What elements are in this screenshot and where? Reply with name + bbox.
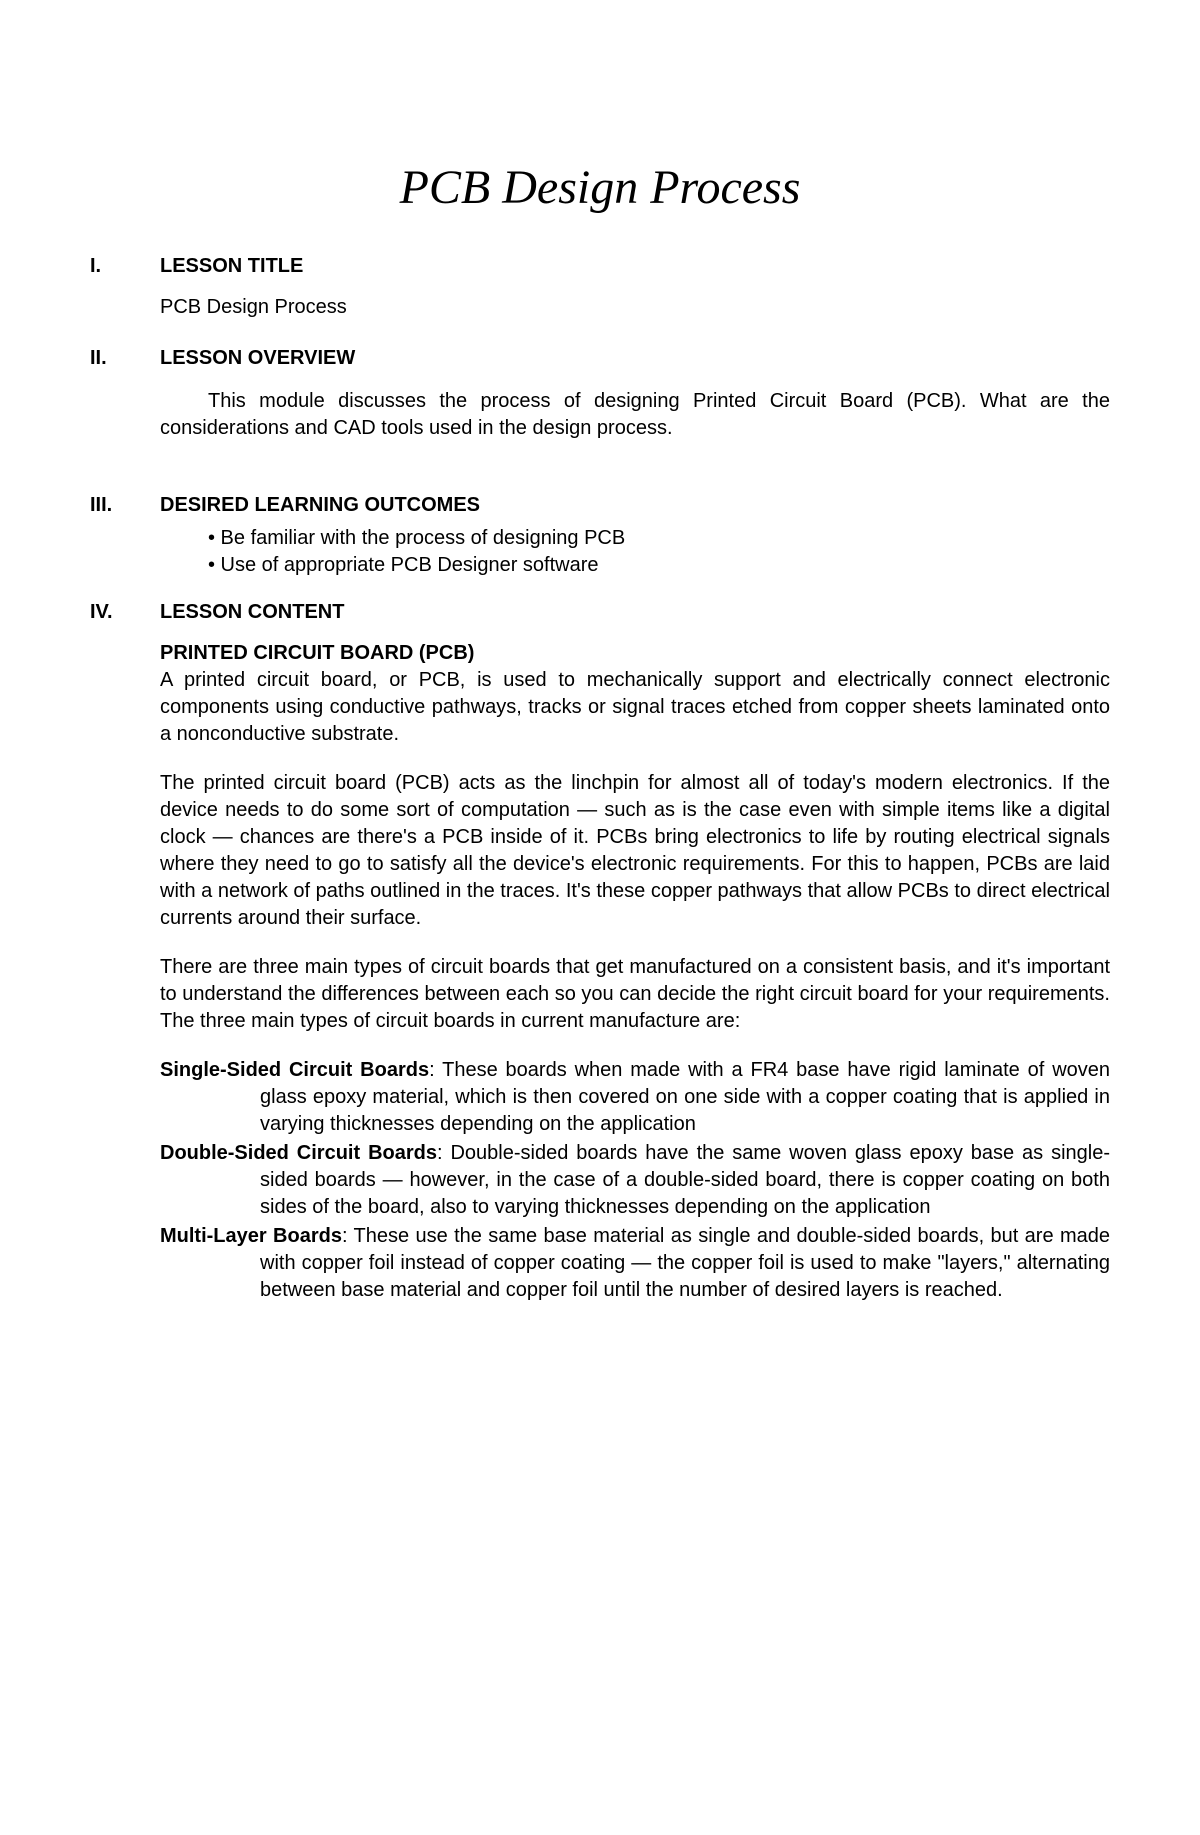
section-1-header: I. LESSON TITLE (90, 255, 1110, 278)
definition-item: Multi-Layer Boards: These use the same b… (160, 1223, 1110, 1304)
section-1-numeral: I. (90, 255, 160, 278)
bullet-item: • Use of appropriate PCB Designer softwa… (208, 552, 1110, 579)
definition-term: Double-Sided Circuit Boards (160, 1142, 437, 1164)
section-3-content: • Be familiar with the process of design… (160, 525, 1110, 579)
section-2-content: This module discusses the process of des… (160, 388, 1110, 442)
section-3-heading: DESIRED LEARNING OUTCOMES (160, 494, 480, 517)
section-3-numeral: III. (90, 494, 160, 517)
definition-term: Multi-Layer Boards (160, 1225, 342, 1247)
section-2-heading: LESSON OVERVIEW (160, 347, 355, 370)
section-3-header: III. DESIRED LEARNING OUTCOMES (90, 494, 1110, 517)
page-title: PCB Design Process (90, 160, 1110, 215)
section-1-content: PCB Design Process (160, 296, 1110, 319)
definition-item: Double-Sided Circuit Boards: Double-side… (160, 1140, 1110, 1221)
bullet-item: • Be familiar with the process of design… (208, 525, 1110, 552)
section-2-header: II. LESSON OVERVIEW (90, 347, 1110, 370)
definition-item: Single-Sided Circuit Boards: These board… (160, 1057, 1110, 1138)
section-4-content: PRINTED CIRCUIT BOARD (PCB) A printed ci… (160, 642, 1110, 1304)
pcb-subheading: PRINTED CIRCUIT BOARD (PCB) (160, 642, 1110, 665)
body-paragraph: A printed circuit board, or PCB, is used… (160, 667, 1110, 748)
section-1-heading: LESSON TITLE (160, 255, 303, 278)
section-4-heading: LESSON CONTENT (160, 601, 344, 624)
section-4-header: IV. LESSON CONTENT (90, 601, 1110, 624)
section-4-numeral: IV. (90, 601, 160, 624)
body-paragraph: There are three main types of circuit bo… (160, 954, 1110, 1035)
body-paragraph: The printed circuit board (PCB) acts as … (160, 770, 1110, 932)
definition-text: : These use the same base material as si… (260, 1225, 1110, 1301)
section-2-numeral: II. (90, 347, 160, 370)
definition-term: Single-Sided Circuit Boards (160, 1059, 429, 1081)
